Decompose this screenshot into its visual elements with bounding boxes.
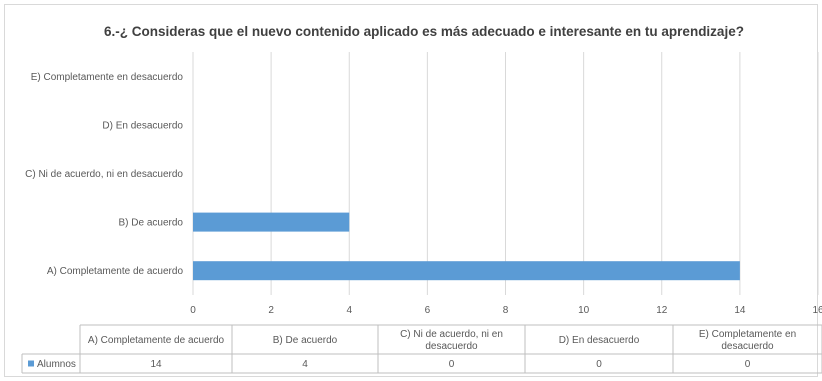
table-header-cell: desacuerdo [425, 341, 478, 352]
category-labels: A) Completamente de acuerdo B) De acuerdo… [25, 72, 183, 277]
data-table: A) Completamente de acuerdo B) De acuerdo… [21, 324, 822, 374]
gridlines [192, 52, 819, 295]
table-header-cell: B) De acuerdo [273, 335, 338, 346]
x-tick-label: 2 [268, 305, 274, 316]
table-header-cell: C) Ni de acuerdo, ni en [400, 329, 503, 340]
x-tick-label: 10 [578, 305, 590, 316]
chart-frame [4, 4, 818, 377]
category-label: A) Completamente de acuerdo [47, 266, 184, 277]
x-tick-label: 8 [503, 305, 509, 316]
bar [193, 212, 350, 232]
bar [193, 261, 740, 281]
category-label: E) Completamente en desacuerdo [31, 72, 184, 83]
table-header-cell: A) Completamente de acuerdo [88, 335, 225, 346]
table-header-cell: D) En desacuerdo [559, 335, 640, 346]
x-tick-label: 12 [656, 305, 668, 316]
chart-title: 6.-¿ Consideras que el nuevo contenido a… [104, 24, 744, 39]
table-value-cell: 0 [596, 359, 602, 370]
x-axis-tick-labels: 0 2 4 6 8 10 12 14 16 [190, 305, 822, 316]
category-label: B) De acuerdo [119, 218, 184, 229]
series-name: Alumnos [37, 359, 76, 370]
x-tick-label: 0 [190, 305, 196, 316]
x-tick-label: 4 [346, 305, 352, 316]
bars [193, 212, 740, 281]
table-header-cell: E) Completamente en [699, 329, 796, 340]
table-value-cell: 0 [745, 359, 751, 370]
category-label: C) Ni de acuerdo, ni en desacuerdo [25, 169, 183, 180]
category-label: D) En desacuerdo [102, 120, 183, 131]
x-tick-label: 16 [812, 305, 822, 316]
x-tick-label: 14 [734, 305, 746, 316]
table-header-cell: desacuerdo [721, 341, 774, 352]
table-value-cell: 4 [302, 359, 308, 370]
x-tick-label: 6 [425, 305, 431, 316]
table-value-cell: 0 [449, 359, 455, 370]
legend-swatch [28, 360, 34, 367]
table-value-cell: 14 [150, 359, 162, 370]
